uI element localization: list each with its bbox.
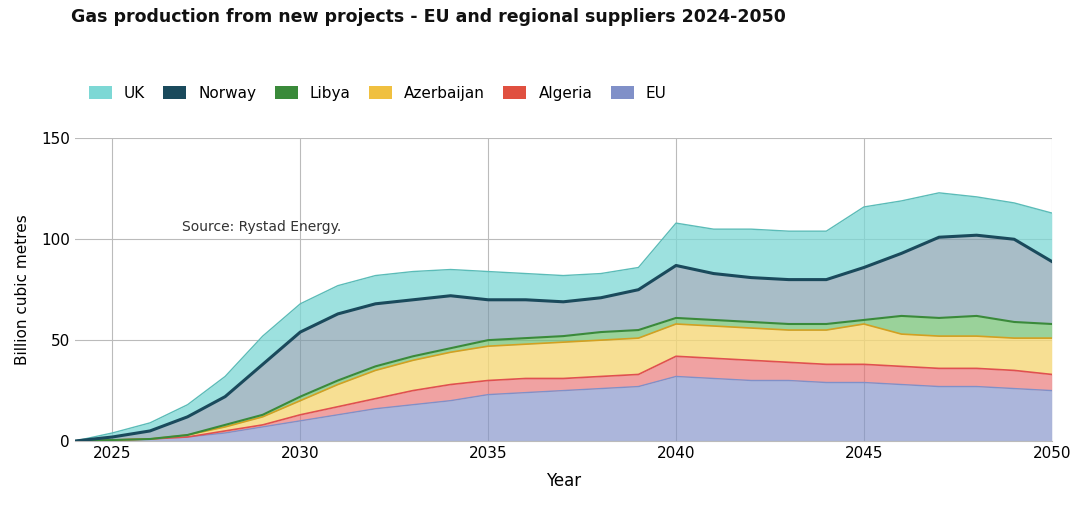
Text: Source: Rystad Energy.: Source: Rystad Energy.: [182, 220, 342, 234]
Y-axis label: Billion cubic metres: Billion cubic metres: [15, 214, 30, 365]
Legend: UK, Norway, Libya, Azerbaijan, Algeria, EU: UK, Norway, Libya, Azerbaijan, Algeria, …: [83, 79, 673, 107]
Text: Gas production from new projects - EU and regional suppliers 2024-2050: Gas production from new projects - EU an…: [71, 8, 785, 26]
X-axis label: Year: Year: [546, 472, 581, 490]
